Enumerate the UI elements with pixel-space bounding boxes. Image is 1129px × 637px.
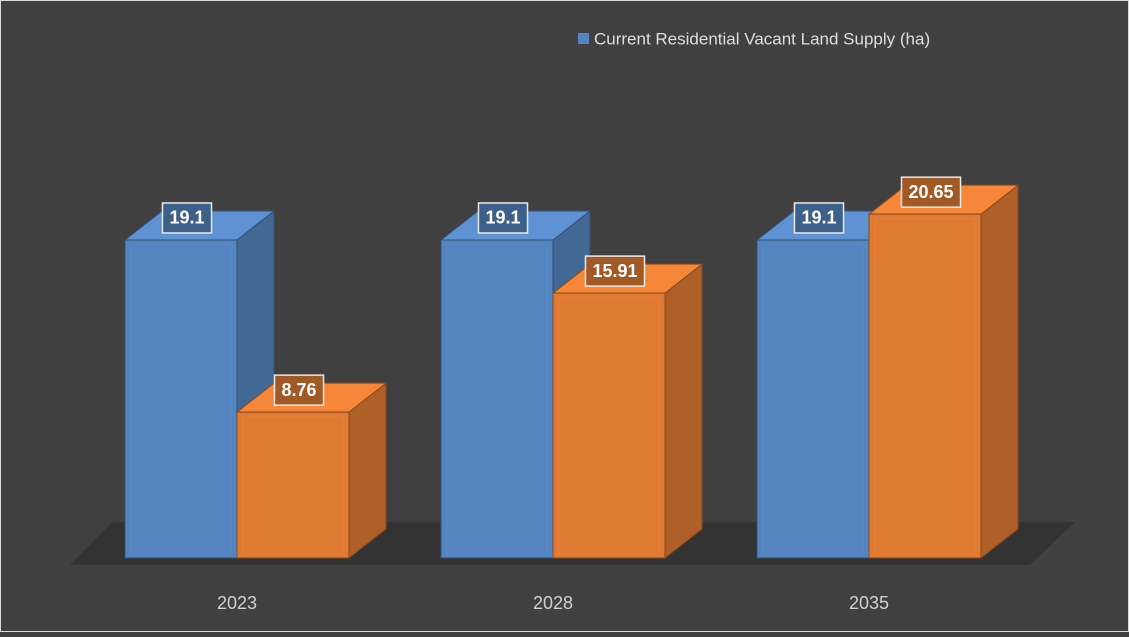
bar-front: [868, 213, 982, 559]
data-label: 19.1: [801, 208, 836, 228]
data-label-box: [584, 255, 646, 287]
legend-label: Current Residential Vacant Land Supply (…: [594, 29, 930, 48]
bar-highlight: [874, 217, 976, 555]
data-label-box: [273, 374, 325, 406]
bar-highlight: [762, 243, 864, 555]
bar-highlight: [558, 296, 660, 555]
legend-swatch: [578, 33, 589, 44]
x-tick-label: 2028: [533, 593, 573, 613]
data-label-box: [477, 202, 529, 234]
bar: [235, 382, 388, 560]
bar: [867, 184, 1020, 560]
bar-highlight: [242, 415, 344, 555]
bar-side: [664, 263, 703, 560]
bar-highlight: [446, 243, 548, 555]
data-label: 19.1: [169, 208, 204, 228]
bar-side: [348, 382, 387, 560]
bar-front: [440, 239, 554, 559]
bar: [551, 263, 704, 560]
bar-front: [756, 239, 870, 559]
bar-highlight: [130, 243, 232, 555]
data-label: 8.76: [281, 380, 316, 400]
data-label: 19.1: [485, 208, 520, 228]
bar-front: [124, 239, 238, 559]
x-tick-label: 2023: [217, 593, 257, 613]
x-tick-label: 2035: [849, 593, 889, 613]
data-label: 20.65: [908, 182, 953, 202]
bar-side: [980, 184, 1019, 560]
bar-front: [236, 411, 350, 559]
bar-front: [552, 292, 666, 559]
data-label-box: [900, 176, 962, 208]
data-label-box: [793, 202, 845, 234]
data-label-box: [161, 202, 213, 234]
bar: [123, 209, 276, 560]
data-label: 15.91: [592, 261, 637, 281]
